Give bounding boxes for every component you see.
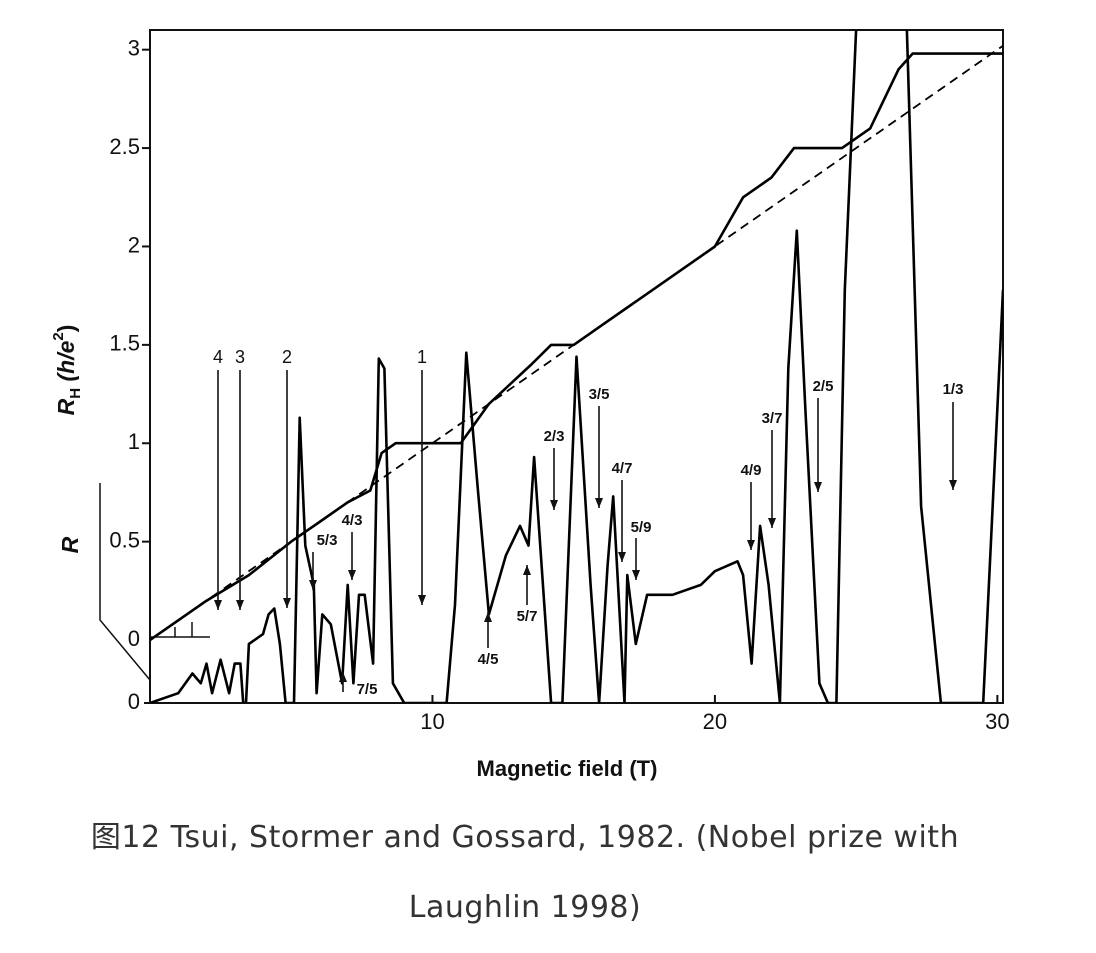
x-tick-label: 30 bbox=[985, 709, 1009, 734]
arrow-head bbox=[484, 612, 492, 622]
chart: Magnetic field (T) RH (h/e2) R 00.511.52… bbox=[50, 29, 1010, 781]
axes-frame bbox=[149, 29, 1004, 704]
arrow-head bbox=[309, 580, 317, 590]
y-tick-label: 0.5 bbox=[109, 527, 140, 552]
y-axis-title-part: H bbox=[67, 388, 84, 399]
y-axis-title-part: (h/e bbox=[53, 340, 79, 387]
y-tick-label: 3 bbox=[128, 35, 140, 60]
annotation: 5/9 bbox=[631, 519, 652, 536]
annotation: 4/5 bbox=[478, 651, 499, 668]
annotation: 1 bbox=[417, 347, 427, 367]
annotation: 4/7 bbox=[612, 460, 633, 477]
arrow-head bbox=[747, 540, 755, 550]
arrow-head bbox=[632, 570, 640, 580]
x-tick-label: 10 bbox=[420, 709, 444, 734]
arrow-head bbox=[949, 480, 957, 490]
y2-axis-title: R bbox=[57, 536, 83, 553]
annotation: 2/5 bbox=[813, 378, 834, 395]
annotation: 7/5 bbox=[357, 681, 378, 698]
arrow-head bbox=[348, 570, 356, 580]
arrow-head bbox=[814, 482, 822, 492]
arrow-head bbox=[236, 600, 244, 610]
y-tick-label: 2 bbox=[128, 232, 140, 257]
data-line bbox=[150, 44, 1003, 641]
y-tick-label: 2.5 bbox=[109, 134, 140, 159]
y-tick-label: 0 bbox=[128, 626, 140, 651]
annotation: 3/5 bbox=[589, 386, 610, 403]
annotation: 4/9 bbox=[741, 462, 762, 479]
data-line bbox=[150, 52, 1003, 642]
y-axis-title-part: 2 bbox=[50, 332, 67, 340]
arrow-head bbox=[550, 500, 558, 510]
arrow-head bbox=[523, 565, 531, 575]
x-axis-title: Magnetic field (T) bbox=[477, 756, 658, 781]
arrow-head bbox=[618, 552, 626, 562]
arrow-head bbox=[595, 498, 603, 508]
annotation: 4 bbox=[213, 347, 223, 367]
annotation: 3 bbox=[235, 347, 245, 367]
annotation: 1/3 bbox=[943, 381, 964, 398]
inset-bracket bbox=[99, 483, 151, 703]
caption-line: 图12 Tsui, Stormer and Gossard, 1982. (No… bbox=[90, 820, 960, 855]
y-tick-label: 1 bbox=[128, 429, 140, 454]
plot-area bbox=[150, 30, 1003, 703]
arrow-head bbox=[339, 672, 347, 682]
y2-tick-label: 0 bbox=[128, 689, 140, 714]
inset-axis bbox=[150, 622, 210, 638]
y-tick-label: 1.5 bbox=[109, 331, 140, 356]
annotation: 2/3 bbox=[544, 428, 565, 445]
annotation: 2 bbox=[282, 347, 292, 367]
y-axis-title-part: R bbox=[53, 398, 79, 415]
data-line bbox=[150, 30, 1003, 703]
caption-line: Laughlin 1998) bbox=[408, 890, 642, 925]
y-axis-title-part: ) bbox=[53, 325, 79, 333]
y-axis-title: RH (h/e2) bbox=[50, 325, 84, 416]
arrow-head bbox=[283, 598, 291, 608]
arrow-head bbox=[768, 518, 776, 528]
x-tick-label: 20 bbox=[703, 709, 727, 734]
arrow-head bbox=[214, 600, 222, 610]
annotation: 4/3 bbox=[342, 512, 363, 529]
annotation: 5/7 bbox=[517, 608, 538, 625]
annotation: 3/7 bbox=[762, 410, 783, 427]
arrow-head bbox=[418, 595, 426, 605]
annotation: 5/3 bbox=[317, 532, 338, 549]
